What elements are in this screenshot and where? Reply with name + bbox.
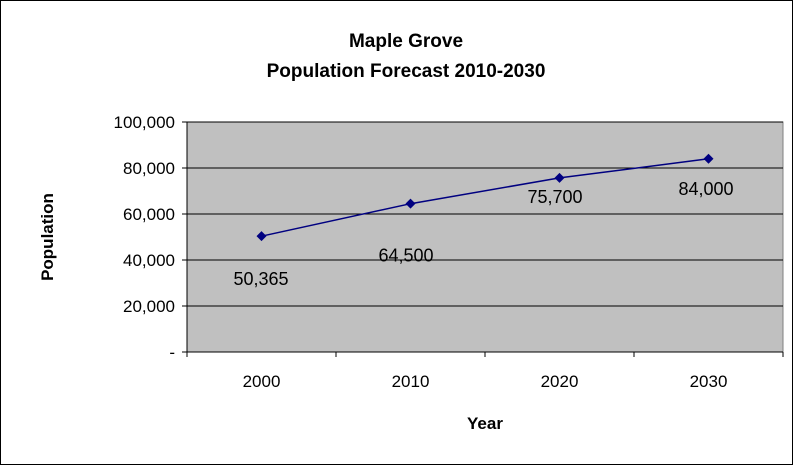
x-tick-label: 2030 — [690, 372, 728, 391]
data-point — [554, 172, 565, 183]
y-axis-ticks: - 20,000 40,000 60,000 80,000 100,000 — [114, 113, 187, 362]
population-line — [261, 158, 709, 237]
data-markers — [256, 153, 714, 242]
data-label: 84,000 — [679, 179, 734, 199]
data-point — [703, 153, 714, 164]
y-tick-label: 40,000 — [123, 251, 175, 270]
y-tick-label: - — [169, 343, 175, 362]
data-label: 64,500 — [379, 246, 434, 266]
data-label: 75,700 — [528, 187, 583, 207]
x-axis-title: Year — [467, 414, 503, 433]
y-axis-title: Population — [38, 193, 57, 281]
y-tick-label: 100,000 — [114, 113, 175, 132]
gridlines — [187, 121, 783, 307]
data-label: 50,365 — [234, 269, 289, 289]
x-axis-ticks: 2000 2010 2020 2030 — [186, 352, 784, 391]
plot-area — [186, 121, 784, 353]
chart-title: Maple Grove — [349, 31, 463, 52]
y-tick-label: 80,000 — [123, 159, 175, 178]
x-tick-label: 2000 — [243, 372, 281, 391]
chart-subtitle: Population Forecast 2010-2030 — [267, 61, 546, 82]
y-tick-label: 60,000 — [123, 205, 175, 224]
data-labels: 50,365 64,500 75,700 84,000 — [234, 179, 734, 289]
data-point — [405, 198, 416, 209]
data-point — [256, 231, 267, 242]
x-tick-label: 2010 — [392, 372, 430, 391]
x-tick-label: 2020 — [541, 372, 579, 391]
y-tick-label: 20,000 — [123, 297, 175, 316]
